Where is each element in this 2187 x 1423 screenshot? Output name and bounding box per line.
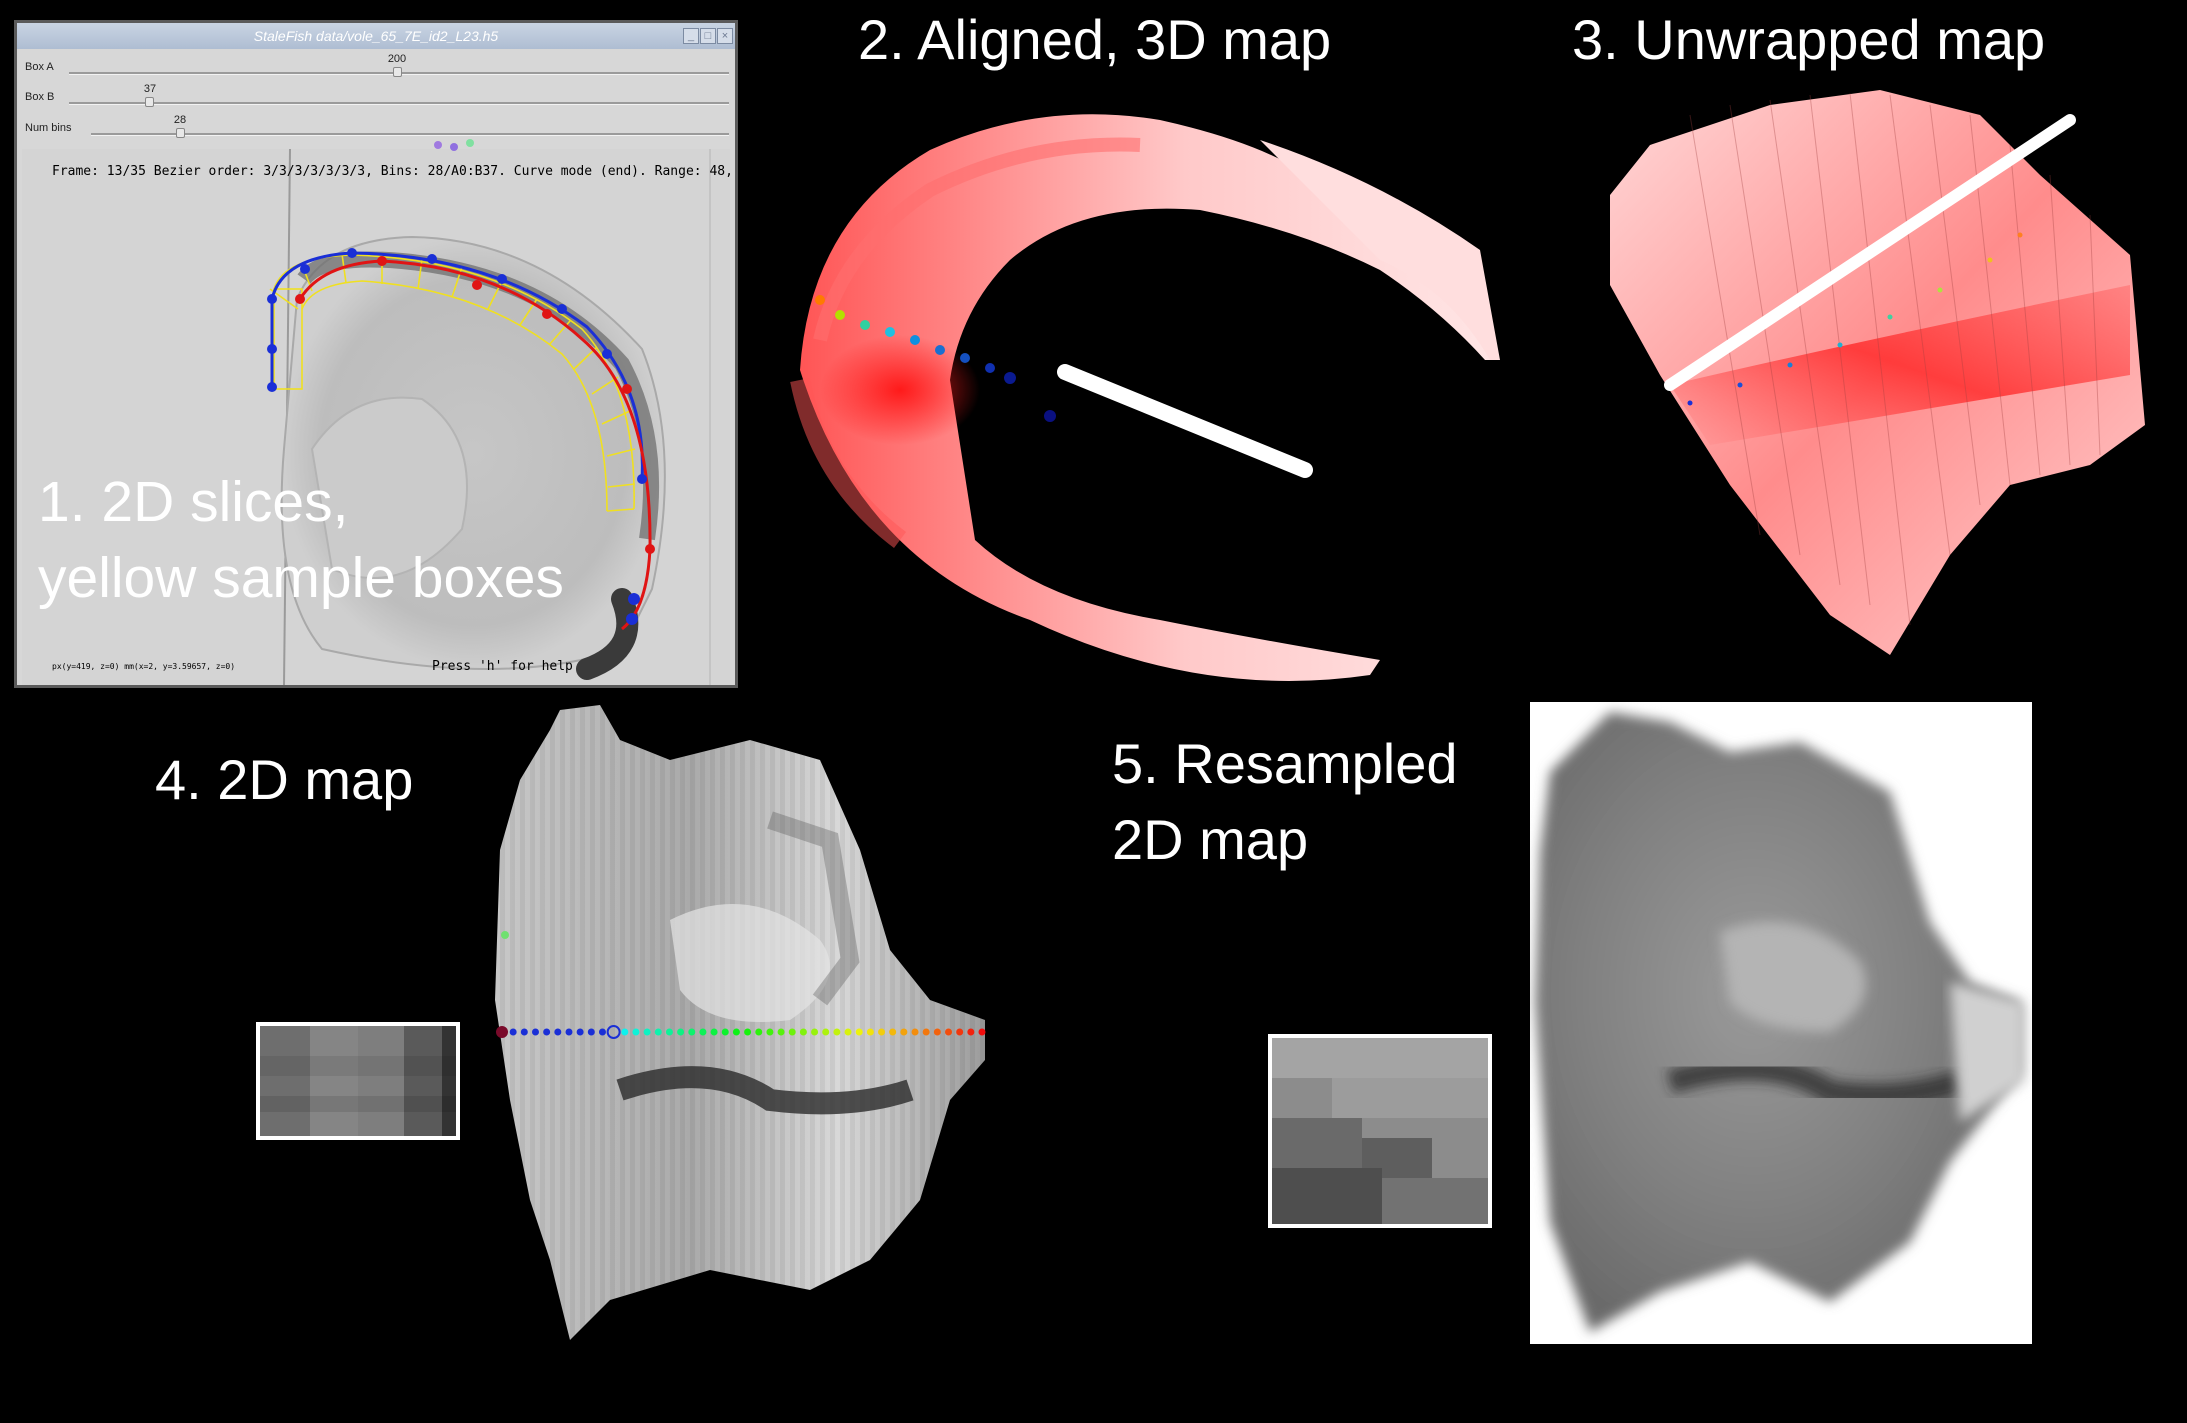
sample-dot [543,1028,551,1036]
sample-dot [755,1028,763,1036]
slider-track[interactable] [69,102,729,105]
sample-dot [866,1028,874,1036]
sample-dot [621,1028,629,1036]
zoom-inset-resampled [1268,1034,1492,1228]
slider-value: 28 [173,114,187,126]
sample-dot [855,1028,863,1036]
help-text: Press 'h' for help [432,659,573,674]
sample-dot [978,1028,986,1036]
sample-dot [531,1028,539,1036]
minimize-button[interactable]: _ [683,28,699,44]
caption-2d-slices-line2: yellow sample boxes [38,546,564,610]
close-button[interactable]: × [717,28,733,44]
sample-dot [632,1028,640,1036]
aligned-3d-map [790,114,1500,681]
sample-dot [520,1028,528,1036]
unwrapped-map [1610,90,2145,655]
color-dots [430,135,490,158]
app-window: StaleFish data/vole_65_7E_id2_L23.h5 _ □… [14,20,756,688]
sample-dot [889,1028,897,1036]
slice-strips [1689,92,2101,626]
sample-dot [967,1028,975,1036]
slider-handle[interactable] [176,128,185,138]
sample-dot [911,1028,919,1036]
sample-dot [766,1028,774,1036]
slider-num-bins: Num bins 28 [17,114,735,144]
sample-dots-3d [815,295,1056,422]
sample-dot [576,1028,584,1036]
sample-dot [496,1026,508,1038]
sample-dot [933,1028,941,1036]
sample-dot [732,1028,740,1036]
sample-dot [744,1028,752,1036]
sample-dot [833,1028,841,1036]
sample-dot [710,1028,718,1036]
maximize-button[interactable]: □ [700,28,716,44]
caption-resampled-line2: 2D map [1112,808,1309,871]
sample-dot [844,1028,852,1036]
sample-dots-unwrapped [1687,232,2023,406]
sample-dot [777,1028,785,1036]
caption-unwrapped-map: 3. Unwrapped map [1572,8,2046,71]
slider-box-b: Box B 37 [17,83,735,113]
sample-dot [587,1028,595,1036]
sample-dot [554,1028,562,1036]
zoom-inset-2d-map [256,1022,460,1140]
sample-dot [799,1028,807,1036]
sample-dot [643,1028,651,1036]
sample-dot [677,1028,685,1036]
sample-dot [721,1028,729,1036]
sample-dot [922,1028,930,1036]
slider-box-a: Box A 200 [17,53,735,83]
sample-dot [598,1028,606,1036]
sample-dot [654,1028,662,1036]
caption-2d-map: 4. 2D map [155,748,414,811]
grayscale-2d-map: /* placeholder to keep svg valid */ [495,705,986,1340]
sample-dot [956,1028,964,1036]
coords-text: px(y=419, z=0) mm(x=2, y=3.59657, z=0) [52,662,235,671]
sample-dot [811,1028,819,1036]
sample-dot [822,1028,830,1036]
resampled-2d-map [1530,702,2032,1344]
slider-value: 37 [143,83,157,95]
caption-resampled-line1: 5. Resampled [1112,732,1458,795]
sample-dot [565,1028,573,1036]
window-title: StaleFish data/vole_65_7E_id2_L23.h5 [17,23,735,49]
caption-aligned-3d-map: 2. Aligned, 3D map [858,8,1332,71]
slice-image: Frame: 13/35 Bezier order: 3/3/3/3/3/3/3… [22,148,756,686]
sample-dot [665,1028,673,1036]
curve-control-points [267,248,647,625]
slider-label: Box A [25,61,54,73]
sample-dot [878,1028,886,1036]
sample-dot [606,1025,621,1039]
sample-dot [900,1028,908,1036]
status-text: Frame: 13/35 Bezier order: 3/3/3/3/3/3/3… [52,164,730,179]
sample-dot [509,1028,517,1036]
sample-dot [699,1028,707,1036]
slider-handle[interactable] [393,67,402,77]
slider-label: Box B [25,91,55,103]
sample-dot [688,1028,696,1036]
slider-value: 200 [387,53,407,65]
slider-handle[interactable] [145,97,154,107]
caption-2d-slices-line1: 1. 2D slices, [38,470,349,534]
sample-dot [945,1028,953,1036]
slider-label: Num bins [25,122,72,134]
slider-track[interactable] [91,133,729,136]
slice-canvas[interactable]: Frame: 13/35 Bezier order: 3/3/3/3/3/3/3… [22,139,756,686]
sample-dot [788,1028,796,1036]
